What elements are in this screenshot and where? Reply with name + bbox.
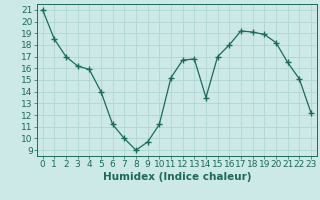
X-axis label: Humidex (Indice chaleur): Humidex (Indice chaleur)	[102, 172, 251, 182]
